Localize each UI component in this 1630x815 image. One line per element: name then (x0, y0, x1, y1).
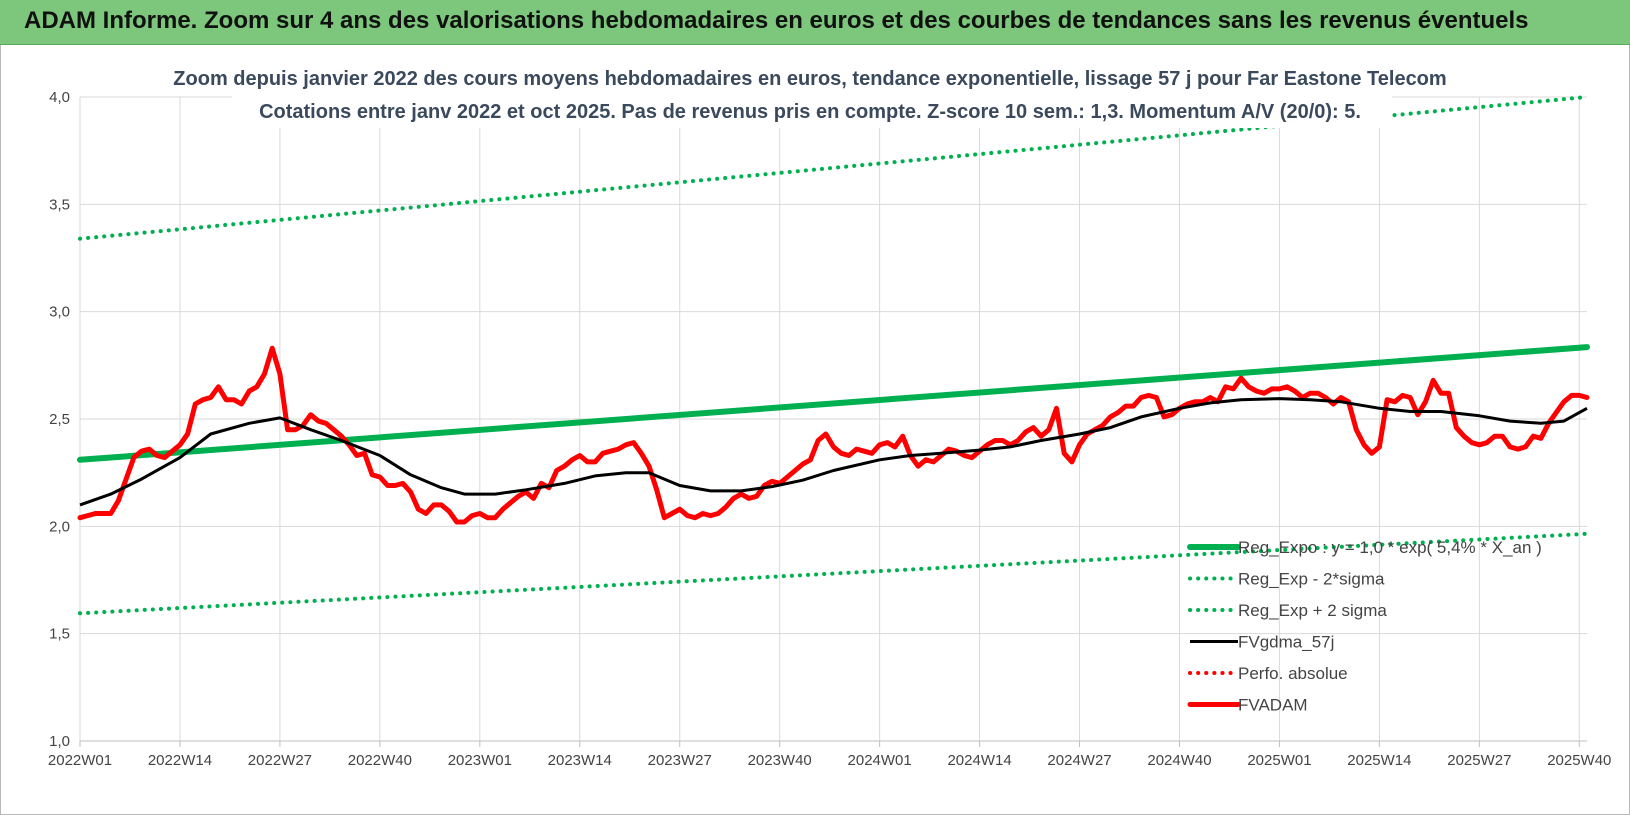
legend-label: Reg_Exp - 2*sigma (1238, 570, 1385, 589)
x-tick-label: 2024W40 (1147, 752, 1211, 769)
chart-subtitle-line2: Cotations entre janv 2022 et oct 2025. P… (259, 101, 1361, 123)
series-line-reg-exp-2-sigma (78, 531, 1589, 616)
series-line-reg-expo-y-1-0-exp-5-4-x-an (77, 344, 1590, 463)
subtitle-background (232, 62, 1392, 128)
legend-label: Reg_Expo : y = 1,0 * exp( 5,4% * X_an ) (1238, 538, 1542, 557)
axes: 1,0 1,5 2,0 2,5 3,0 3,5 4,0 2022W01 2022W14 2022W… (48, 89, 1612, 769)
y-tick-label: 1,0 (49, 733, 70, 750)
x-tick-label: 2023W14 (548, 752, 612, 769)
legend-label: FVADAM (1238, 696, 1308, 715)
series-line-fvgdma-57j (79, 397, 1588, 507)
y-tick-label: 1,5 (49, 626, 70, 643)
x-tick-label: 2025W27 (1447, 752, 1511, 769)
x-tick-label: 2023W01 (448, 752, 512, 769)
y-tick-label: 3,5 (49, 196, 70, 213)
series-line-reg-exp-2-sigma (78, 95, 1589, 241)
y-tick-label: 4,0 (49, 89, 70, 106)
x-tick-label: 2022W14 (148, 752, 212, 769)
legend-label: FVgdma_57j (1238, 633, 1334, 652)
x-tick-label: 2022W01 (48, 752, 112, 769)
title-banner: ADAM Informe. Zoom sur 4 ans des valoris… (0, 0, 1630, 45)
x-tick-label: 2024W01 (848, 752, 912, 769)
x-tick-label: 2023W40 (748, 752, 812, 769)
y-tick-label: 3,0 (49, 304, 70, 321)
chart-subtitle-line1: Zoom depuis janvier 2022 des cours moyen… (173, 68, 1446, 90)
x-tick-label: 2023W27 (648, 752, 712, 769)
x-tick-label: 2025W14 (1347, 752, 1411, 769)
x-tick-label: 2025W40 (1547, 752, 1611, 769)
y-tick-label: 2,0 (49, 518, 70, 535)
x-tick-label: 2022W40 (348, 752, 412, 769)
legend-label: Reg_Exp + 2 sigma (1238, 601, 1387, 620)
x-tick-label: 2022W27 (248, 752, 312, 769)
legend-label: Perfo. absolue (1238, 664, 1348, 683)
series-layer (77, 95, 1590, 616)
legend: Reg_Expo : y = 1,0 * exp( 5,4% * X_an ) R… (1187, 538, 1542, 715)
x-tick-label: 2025W01 (1247, 752, 1311, 769)
x-tick-label: 2024W27 (1047, 752, 1111, 769)
x-tick-label: 2024W14 (947, 752, 1011, 769)
y-tick-label: 2,5 (49, 411, 70, 428)
series-line-fvadam (77, 345, 1590, 525)
page-title: ADAM Informe. Zoom sur 4 ans des valoris… (24, 7, 1529, 34)
